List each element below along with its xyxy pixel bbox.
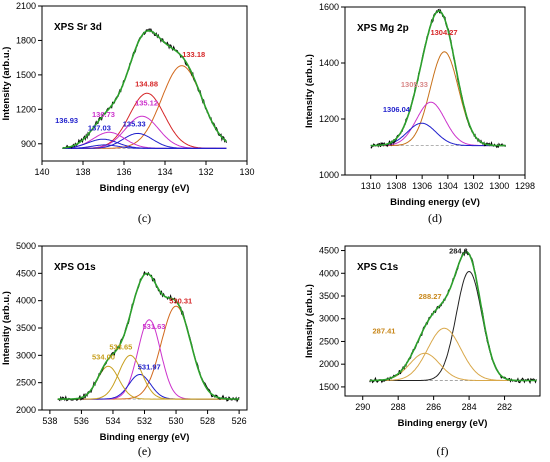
- x-tick-label: 528: [200, 416, 215, 426]
- y-tick-label: 2000: [319, 359, 339, 369]
- y-tick-label: 2000: [16, 405, 36, 415]
- peak-label: 288.27: [419, 292, 442, 301]
- x-tick-label: 1300: [489, 181, 509, 191]
- panel-caption: (c): [138, 211, 151, 225]
- peak-label: 284.6: [449, 247, 468, 256]
- x-tick-label: 536: [74, 416, 89, 426]
- y-tick-label: 4000: [319, 268, 339, 278]
- x-tick-label: 1304: [438, 181, 458, 191]
- x-tick-label: 130: [239, 167, 254, 177]
- fit-component-288.27: [369, 327, 537, 381]
- panel-title: XPS C1s: [357, 262, 399, 273]
- experimental-spectrum: [57, 270, 240, 403]
- y-tick-label: 3500: [16, 323, 36, 333]
- y-tick-label: 1600: [319, 2, 339, 12]
- y-axis-label: Intensity (arb.u.): [304, 54, 315, 128]
- chart-panel-d: 1310 1308 1306 1304 1302 1300 1298 1000 1200 1400…: [304, 2, 535, 225]
- fit-envelope: [370, 10, 506, 147]
- fit-component-136.93: [62, 144, 227, 149]
- y-tick-label: 3000: [319, 314, 339, 324]
- y-tick-label: 900: [21, 139, 36, 149]
- peak-label: 530.31: [169, 296, 192, 305]
- peak-label: 133.18: [182, 50, 205, 59]
- panel-title: XPS Mg 2p: [357, 23, 409, 34]
- panel-caption: (d): [428, 211, 442, 225]
- peak-label: 531.97: [138, 363, 161, 372]
- x-axis-label: Binding energy (eV): [390, 197, 480, 208]
- chart-panel-f: 290 288 286 284 282 1500 2000 2500 3000 3500 4000 4…: [304, 245, 541, 458]
- x-tick-label: 1308: [386, 181, 406, 191]
- chart-panel-e: 538 536 534 532 530 528 526 2000 2500 3000 3500 400…: [1, 241, 248, 458]
- y-axis-label: Intensity (arb.u.): [1, 47, 12, 121]
- peak-label: 1305.33: [401, 80, 428, 89]
- y-tick-label: 1800: [16, 35, 36, 45]
- x-axis-label: Binding energy (eV): [100, 183, 190, 194]
- x-tick-label: 526: [232, 416, 247, 426]
- y-tick-label: 5000: [16, 241, 36, 251]
- peak-label: 135.12: [135, 98, 158, 107]
- fit-envelope: [62, 29, 227, 149]
- fit-component-1304.27: [370, 51, 506, 147]
- peak-label: 1306.04: [383, 105, 411, 114]
- peak-label: 533.65: [109, 342, 132, 351]
- x-tick-label: 1306: [412, 181, 432, 191]
- x-axis-label: Binding energy (eV): [398, 418, 488, 429]
- peak-label: 531.63: [142, 322, 165, 331]
- y-tick-label: 2500: [319, 336, 339, 346]
- panel-title: XPS O1s: [54, 262, 96, 273]
- peak-label: 534.00: [92, 353, 115, 362]
- x-tick-label: 538: [42, 416, 57, 426]
- y-tick-label: 4000: [16, 296, 36, 306]
- x-tick-label: 534: [105, 416, 120, 426]
- fit-envelope: [369, 250, 537, 382]
- peak-label: 287.41: [373, 326, 396, 335]
- x-tick-label: 134: [157, 167, 172, 177]
- panel-caption: (e): [138, 444, 151, 458]
- y-tick-label: 2500: [16, 378, 36, 388]
- x-tick-label: 132: [198, 167, 213, 177]
- panel-caption: (f): [437, 444, 449, 458]
- peak-label: 135.33: [123, 120, 146, 129]
- y-tick-label: 1000: [319, 170, 339, 180]
- x-tick-label: 530: [169, 416, 184, 426]
- y-tick-label: 4500: [319, 246, 339, 256]
- peak-label: 137.03: [88, 124, 111, 133]
- peak-label: 1304.27: [430, 28, 457, 37]
- peak-label: 136.93: [55, 116, 78, 125]
- y-axis-label: Intensity (arb.u.): [304, 284, 315, 358]
- x-tick-label: 1310: [361, 181, 381, 191]
- peak-label: 134.88: [135, 79, 158, 88]
- x-tick-label: 284: [462, 402, 477, 412]
- peak-label: 136.73: [92, 110, 115, 119]
- y-tick-label: 1500: [16, 70, 36, 80]
- chart-panel-c: 140 138 136 134 132 130 900 1200 1500 1800 2100 Bin…: [1, 1, 255, 225]
- x-tick-label: 288: [391, 402, 406, 412]
- x-tick-label: 290: [355, 402, 370, 412]
- plot-frame: [344, 6, 526, 176]
- x-axis-label: Binding energy (eV): [100, 432, 190, 443]
- x-tick-label: 532: [137, 416, 152, 426]
- fit-envelope: [57, 272, 240, 400]
- x-tick-label: 1302: [464, 181, 484, 191]
- y-axis-label: Intensity (arb.u.): [1, 291, 12, 365]
- y-tick-label: 1400: [319, 58, 339, 68]
- x-tick-label: 140: [34, 167, 49, 177]
- x-tick-label: 138: [75, 167, 90, 177]
- y-tick-label: 3500: [319, 291, 339, 301]
- x-tick-label: 1298: [515, 181, 535, 191]
- plot-frame: [41, 5, 248, 162]
- y-tick-label: 2100: [16, 1, 36, 11]
- plot-frame: [344, 245, 541, 397]
- x-tick-label: 286: [426, 402, 441, 412]
- y-tick-label: 1500: [319, 382, 339, 392]
- x-tick-label: 136: [116, 167, 131, 177]
- panel-title: XPS Sr 3d: [54, 22, 102, 33]
- y-tick-label: 1200: [16, 104, 36, 114]
- y-tick-label: 4500: [16, 268, 36, 278]
- x-tick-label: 282: [497, 402, 512, 412]
- y-tick-label: 3000: [16, 350, 36, 360]
- y-tick-label: 1200: [319, 114, 339, 124]
